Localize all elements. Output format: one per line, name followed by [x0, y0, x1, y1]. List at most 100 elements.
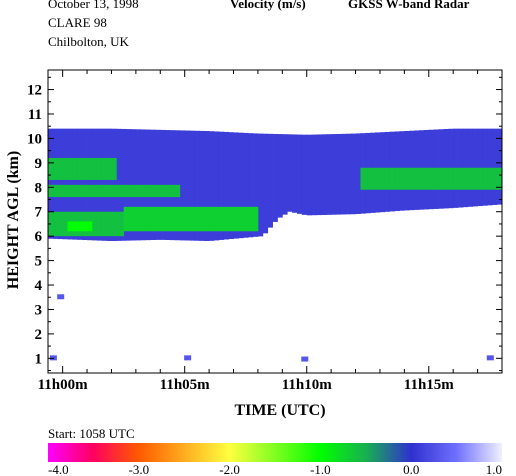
fall-region-cell	[438, 167, 444, 190]
fall-region-cell	[157, 206, 164, 232]
cloud-column	[243, 132, 249, 238]
colorbar-gradient	[48, 443, 502, 462]
isolated-echo	[486, 355, 494, 361]
fall-region-cell	[216, 206, 222, 232]
fall-region-cell	[192, 206, 198, 232]
start-time-label: Start: 1058 UTC	[48, 426, 135, 441]
cloud-column	[96, 128, 103, 241]
fall-region-cell	[145, 184, 151, 198]
fall-region-cell	[138, 206, 144, 232]
quantity-title: Velocity (m/s)	[230, 0, 306, 11]
cloud-column	[67, 128, 73, 240]
cloud-column	[331, 134, 337, 215]
fall-region-cell	[77, 157, 83, 180]
fall-region-cell	[448, 167, 454, 190]
cloud-column	[218, 131, 225, 240]
fall-region-cell	[148, 206, 154, 232]
fall-region-cell	[201, 206, 208, 232]
fall-region-cell	[96, 211, 103, 237]
cloud-column	[477, 128, 483, 207]
fall-region-cell	[121, 184, 127, 198]
fall-region-cell	[111, 157, 117, 180]
y-tick-label: 11	[28, 107, 42, 123]
fall-region-cell	[482, 167, 488, 190]
fall-region-cell	[160, 184, 166, 198]
fall-region-cell	[116, 211, 122, 237]
fall-region-cell	[458, 167, 464, 190]
cloud-column	[233, 132, 239, 239]
fall-region-cell	[130, 184, 137, 198]
fall-region-cell	[135, 184, 142, 198]
fall-region-cell	[211, 206, 217, 232]
fall-region-cell	[423, 167, 430, 190]
fall-region-cell	[394, 167, 400, 190]
colorbar-tick-label: -2.0	[219, 462, 240, 476]
cloud-column	[272, 133, 278, 222]
x-axis-title: TIME (UTC)	[234, 402, 325, 419]
fall-region-cell	[52, 157, 59, 180]
x-tick-label: 11h05m	[160, 377, 211, 393]
cloud-column	[282, 134, 288, 215]
cloud-column	[140, 129, 147, 241]
cloud-column	[287, 134, 293, 212]
fall-region-cell	[245, 206, 251, 232]
cloud-column	[350, 133, 356, 215]
fall-region-cell	[62, 157, 68, 180]
cloud-column	[292, 134, 298, 213]
fall-region-cell	[72, 157, 78, 180]
fall-region-cell	[389, 167, 395, 190]
fall-region-cell	[206, 206, 212, 232]
x-tick-label: 11h10m	[282, 377, 333, 393]
fall-region-cell	[150, 184, 156, 198]
cloud-column	[316, 134, 322, 216]
cloud-column	[184, 130, 190, 241]
fall-region-cell	[492, 167, 498, 190]
y-tick-label: 12	[27, 83, 42, 99]
cloud-column	[321, 134, 327, 215]
fall-region-cell	[62, 184, 68, 198]
fall-region-cell	[101, 157, 107, 180]
cloud-column	[497, 128, 503, 205]
fall-region-cell	[165, 184, 171, 198]
fall-region-cell	[91, 211, 98, 237]
fall-region-cell	[128, 206, 134, 232]
cloud-column	[87, 128, 93, 241]
fall-region-cell	[487, 167, 493, 190]
cloud-column	[482, 128, 488, 206]
cloud-column	[130, 129, 137, 241]
cloud-column	[179, 130, 186, 241]
fall-region-cell	[404, 167, 410, 190]
fall-region-cell	[123, 206, 129, 232]
colorbar-tick-label: -1.0	[310, 462, 331, 476]
fall-region-cell	[82, 221, 88, 232]
isolated-echo	[301, 356, 309, 362]
fall-region-cell	[72, 221, 78, 232]
cloud-column	[204, 131, 210, 241]
fall-region-cell	[96, 184, 103, 198]
fall-region-cell	[62, 211, 68, 237]
y-tick-label: 9	[35, 156, 43, 172]
fall-region-cell	[472, 167, 478, 190]
fall-region-cell	[384, 167, 391, 190]
cloud-column	[121, 128, 127, 241]
fall-region-cell	[67, 157, 73, 180]
fall-region-cell	[57, 211, 64, 237]
fall-region-cell	[443, 167, 449, 190]
cloud-column	[253, 133, 259, 237]
cloud-column	[150, 129, 156, 241]
fall-region-cell	[48, 184, 54, 198]
cloud-column	[355, 133, 361, 214]
cloud-column	[48, 128, 54, 239]
fall-region-cell	[235, 206, 242, 232]
fall-region-cell	[57, 184, 64, 198]
fall-region-cell	[255, 206, 259, 232]
fall-region-cell	[77, 221, 83, 232]
cloud-column	[487, 128, 493, 206]
fall-region-cell	[91, 184, 98, 198]
fall-region-cell	[419, 167, 425, 190]
x-tick-label: 11h15m	[404, 377, 455, 393]
fall-region-cell	[170, 184, 176, 198]
fall-region-cell	[174, 184, 181, 198]
